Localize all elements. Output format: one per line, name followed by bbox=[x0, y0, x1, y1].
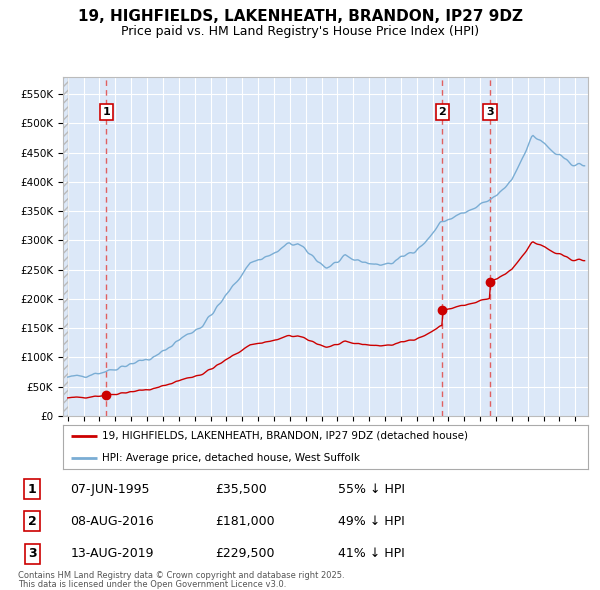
Text: 13-AUG-2019: 13-AUG-2019 bbox=[70, 547, 154, 560]
Text: 07-JUN-1995: 07-JUN-1995 bbox=[70, 483, 150, 496]
Text: 49% ↓ HPI: 49% ↓ HPI bbox=[338, 515, 404, 528]
Text: 19, HIGHFIELDS, LAKENHEATH, BRANDON, IP27 9DZ (detached house): 19, HIGHFIELDS, LAKENHEATH, BRANDON, IP2… bbox=[103, 431, 469, 441]
Text: 1: 1 bbox=[103, 107, 110, 117]
Text: This data is licensed under the Open Government Licence v3.0.: This data is licensed under the Open Gov… bbox=[18, 580, 286, 589]
Text: £181,000: £181,000 bbox=[216, 515, 275, 528]
Text: 3: 3 bbox=[28, 547, 37, 560]
Text: 41% ↓ HPI: 41% ↓ HPI bbox=[338, 547, 404, 560]
Text: £35,500: £35,500 bbox=[216, 483, 268, 496]
Text: 19, HIGHFIELDS, LAKENHEATH, BRANDON, IP27 9DZ: 19, HIGHFIELDS, LAKENHEATH, BRANDON, IP2… bbox=[77, 9, 523, 24]
Text: HPI: Average price, detached house, West Suffolk: HPI: Average price, detached house, West… bbox=[103, 453, 361, 463]
Text: 08-AUG-2016: 08-AUG-2016 bbox=[70, 515, 154, 528]
Text: 1: 1 bbox=[28, 483, 37, 496]
Bar bbox=[63, 77, 68, 416]
Text: 2: 2 bbox=[28, 515, 37, 528]
Text: 55% ↓ HPI: 55% ↓ HPI bbox=[338, 483, 405, 496]
Text: £229,500: £229,500 bbox=[216, 547, 275, 560]
Text: 2: 2 bbox=[439, 107, 446, 117]
Text: 3: 3 bbox=[486, 107, 494, 117]
Text: Price paid vs. HM Land Registry's House Price Index (HPI): Price paid vs. HM Land Registry's House … bbox=[121, 25, 479, 38]
Text: Contains HM Land Registry data © Crown copyright and database right 2025.: Contains HM Land Registry data © Crown c… bbox=[18, 571, 344, 580]
